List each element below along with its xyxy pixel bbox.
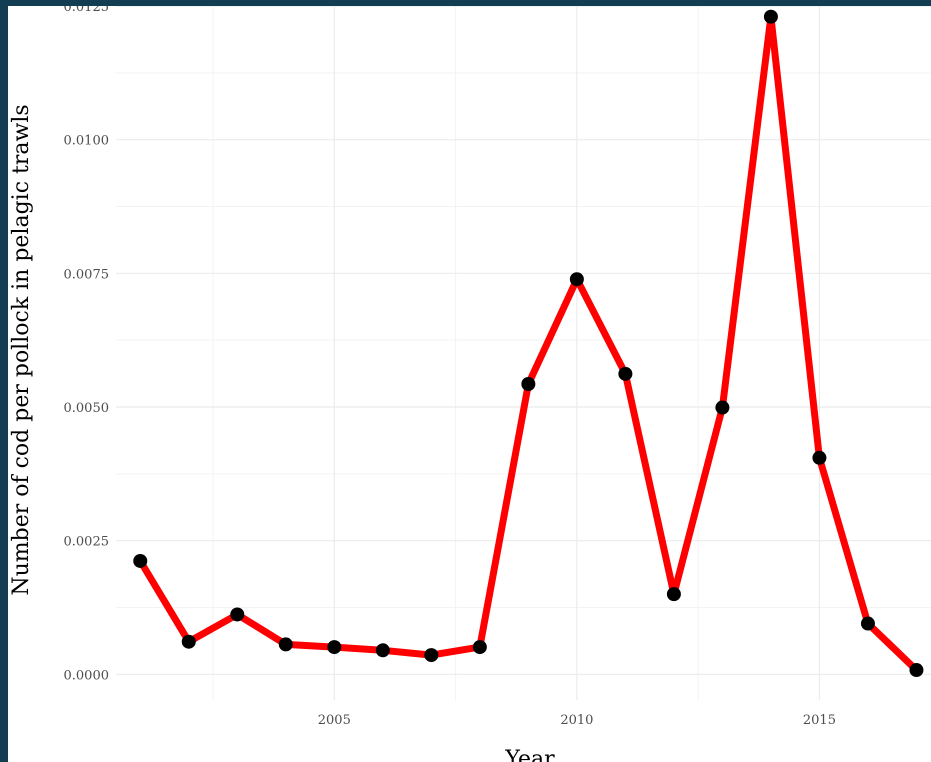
- series-line: [136, 13, 920, 674]
- data-point: [860, 616, 875, 631]
- x-tick-label: 2005: [318, 713, 351, 728]
- data-point: [375, 643, 390, 658]
- data-point: [327, 640, 342, 655]
- data-point: [133, 553, 148, 568]
- data-point: [521, 377, 536, 392]
- data-point: [909, 663, 924, 678]
- y-tick-label: 0.0125: [64, 6, 110, 15]
- series-layer: [133, 9, 924, 678]
- x-tick-label: 2015: [803, 713, 836, 728]
- data-point: [763, 9, 778, 24]
- y-axis-title: Number of cod per pollock in pelagic tra…: [9, 104, 34, 595]
- x-axis-ticks: 2005 2010 2015: [318, 713, 836, 728]
- y-tick-label: 0.0100: [64, 134, 110, 149]
- data-point: [181, 634, 196, 649]
- y-tick-label: 0.0050: [64, 401, 110, 416]
- line-chart: 0.0000 0.0025 0.0050 0.0075 0.0100 0.0125 200…: [9, 6, 931, 762]
- data-point: [278, 637, 293, 652]
- y-tick-label: 0.0075: [64, 267, 110, 282]
- data-point: [569, 272, 584, 287]
- y-tick-label: 0.0025: [64, 535, 110, 550]
- data-point: [715, 400, 730, 415]
- x-axis-title: Year: [504, 747, 555, 762]
- y-tick-label: 0.0000: [64, 668, 110, 683]
- data-point: [230, 607, 245, 622]
- data-point: [424, 648, 439, 663]
- x-tick-label: 2010: [560, 713, 593, 728]
- data-point: [666, 587, 681, 602]
- y-axis-ticks: 0.0000 0.0025 0.0050 0.0075 0.0100 0.0125: [64, 6, 110, 683]
- data-point: [812, 450, 827, 465]
- data-point: [618, 366, 633, 381]
- grid: [116, 6, 931, 700]
- data-point: [472, 640, 487, 655]
- plot-frame: 0.0000 0.0025 0.0050 0.0075 0.0100 0.0125 200…: [8, 6, 931, 762]
